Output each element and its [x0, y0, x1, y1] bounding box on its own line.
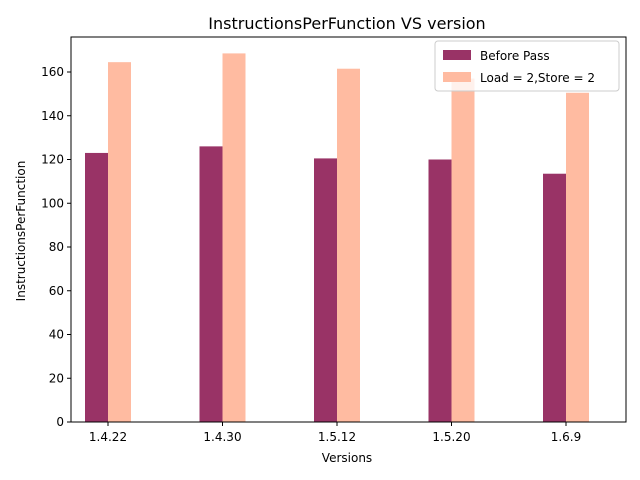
x-tick-label-2: 1.5.12 [318, 430, 356, 444]
x-tick-label-3: 1.5.20 [432, 430, 470, 444]
chart-title: InstructionsPerFunction VS version [208, 14, 485, 33]
x-axis-label: Versions [322, 451, 372, 465]
y-tick-label-0: 0 [56, 415, 64, 429]
legend-label-0: Before Pass [480, 49, 550, 63]
x-tick-label-4: 1.6.9 [551, 430, 582, 444]
y-tick-label-160: 160 [41, 65, 64, 79]
legend-swatch-1 [443, 72, 471, 82]
plot-area: 0 20 40 60 80 100 120 140 160 1.4.22 1.4.30 1.5.12 1… [41, 36, 627, 444]
y-tick-label-100: 100 [41, 196, 64, 210]
bar-before-pass-1 [199, 146, 223, 422]
bar-load-store-1 [222, 53, 246, 422]
bar-load-store-3 [451, 78, 475, 422]
y-tick-label-120: 120 [41, 153, 64, 167]
legend-box [434, 40, 620, 92]
x-tick-label-0: 1.4.22 [89, 430, 127, 444]
bar-load-store-0 [108, 62, 131, 422]
y-tick-label-20: 20 [49, 371, 64, 385]
y-tick-label-60: 60 [49, 284, 64, 298]
bar-before-pass-3 [428, 159, 452, 422]
legend: Before Pass Load = 2,Store = 2 [434, 40, 620, 92]
bar-load-store-4 [566, 92, 589, 422]
y-tick-label-80: 80 [49, 240, 64, 254]
bar-before-pass-2 [314, 158, 337, 422]
y-tick-label-140: 140 [41, 109, 64, 123]
legend-swatch-0 [443, 50, 471, 60]
bar-before-pass-0 [85, 152, 108, 422]
legend-label-1: Load = 2,Store = 2 [480, 71, 595, 85]
y-tick-label-40: 40 [49, 328, 64, 342]
plot-frame [70, 36, 627, 423]
y-axis-label: InstructionsPerFunction [14, 161, 28, 302]
bar-before-pass-4 [543, 173, 566, 422]
x-tick-label-1: 1.4.30 [203, 430, 241, 444]
bar-load-store-2 [337, 68, 360, 422]
